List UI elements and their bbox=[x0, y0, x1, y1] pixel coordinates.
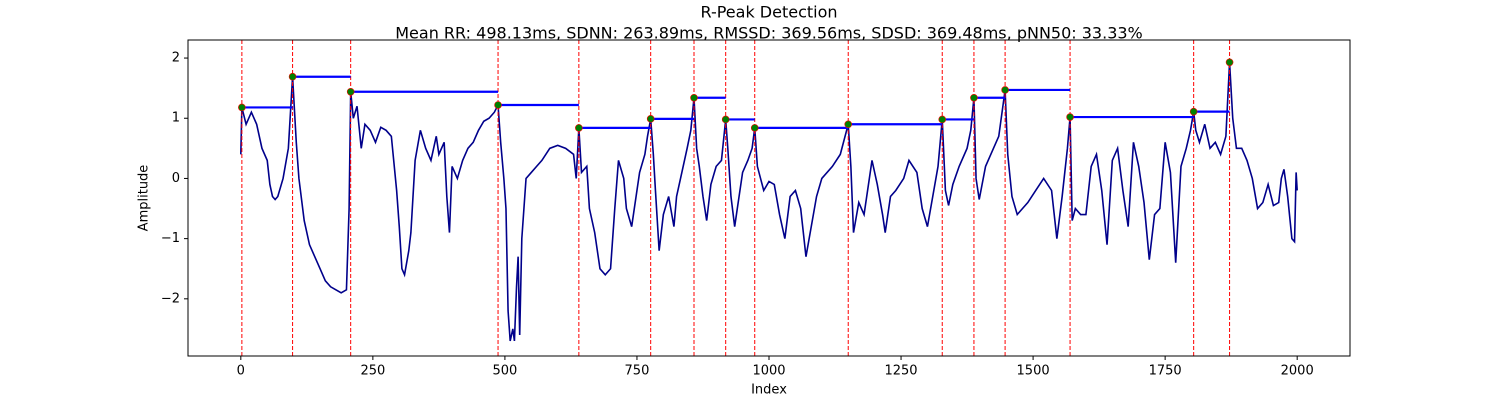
y-tick-label: 2 bbox=[172, 51, 180, 66]
signal-line bbox=[240, 62, 1298, 342]
peak-point bbox=[1189, 107, 1198, 116]
x-tick-label: 250 bbox=[360, 364, 385, 379]
peak-point bbox=[494, 101, 502, 109]
peak-point bbox=[690, 93, 698, 102]
x-tick-label: 1750 bbox=[1149, 364, 1182, 379]
x-tick-label: 1250 bbox=[884, 364, 917, 379]
peak-point bbox=[721, 115, 730, 124]
y-tick-label: −1 bbox=[161, 231, 180, 246]
peak-point bbox=[346, 87, 355, 96]
x-tick-label: 750 bbox=[625, 364, 650, 379]
peak-point bbox=[646, 115, 655, 123]
y-tick-label: 1 bbox=[172, 111, 180, 126]
peak-point bbox=[938, 115, 947, 124]
peak-point bbox=[1066, 113, 1074, 121]
peak-point bbox=[575, 124, 583, 132]
peak-point bbox=[1225, 58, 1234, 67]
y-tick-label: −2 bbox=[161, 291, 180, 306]
x-tick-label: 500 bbox=[492, 364, 517, 379]
chart-subtitle: Mean RR: 498.13ms, SDNN: 263.89ms, RMSSD… bbox=[395, 24, 1143, 43]
peak-point bbox=[844, 120, 853, 129]
peak-point bbox=[288, 72, 297, 81]
x-tick-label: 1500 bbox=[1017, 364, 1050, 379]
chart-title: R-Peak Detection bbox=[700, 3, 837, 22]
x-tick-label: 0 bbox=[237, 364, 245, 379]
peak-point bbox=[750, 124, 759, 132]
x-axis-label: Index bbox=[751, 383, 787, 398]
plot-frame bbox=[187, 39, 1351, 357]
y-axis-label: Amplitude bbox=[137, 165, 152, 232]
x-tick-label: 1000 bbox=[752, 364, 785, 379]
peak-point bbox=[1001, 86, 1009, 94]
x-tick-label: 2000 bbox=[1281, 364, 1314, 379]
y-tick-label: 0 bbox=[172, 171, 180, 186]
peak-point bbox=[970, 93, 978, 102]
peak-point bbox=[238, 103, 246, 112]
